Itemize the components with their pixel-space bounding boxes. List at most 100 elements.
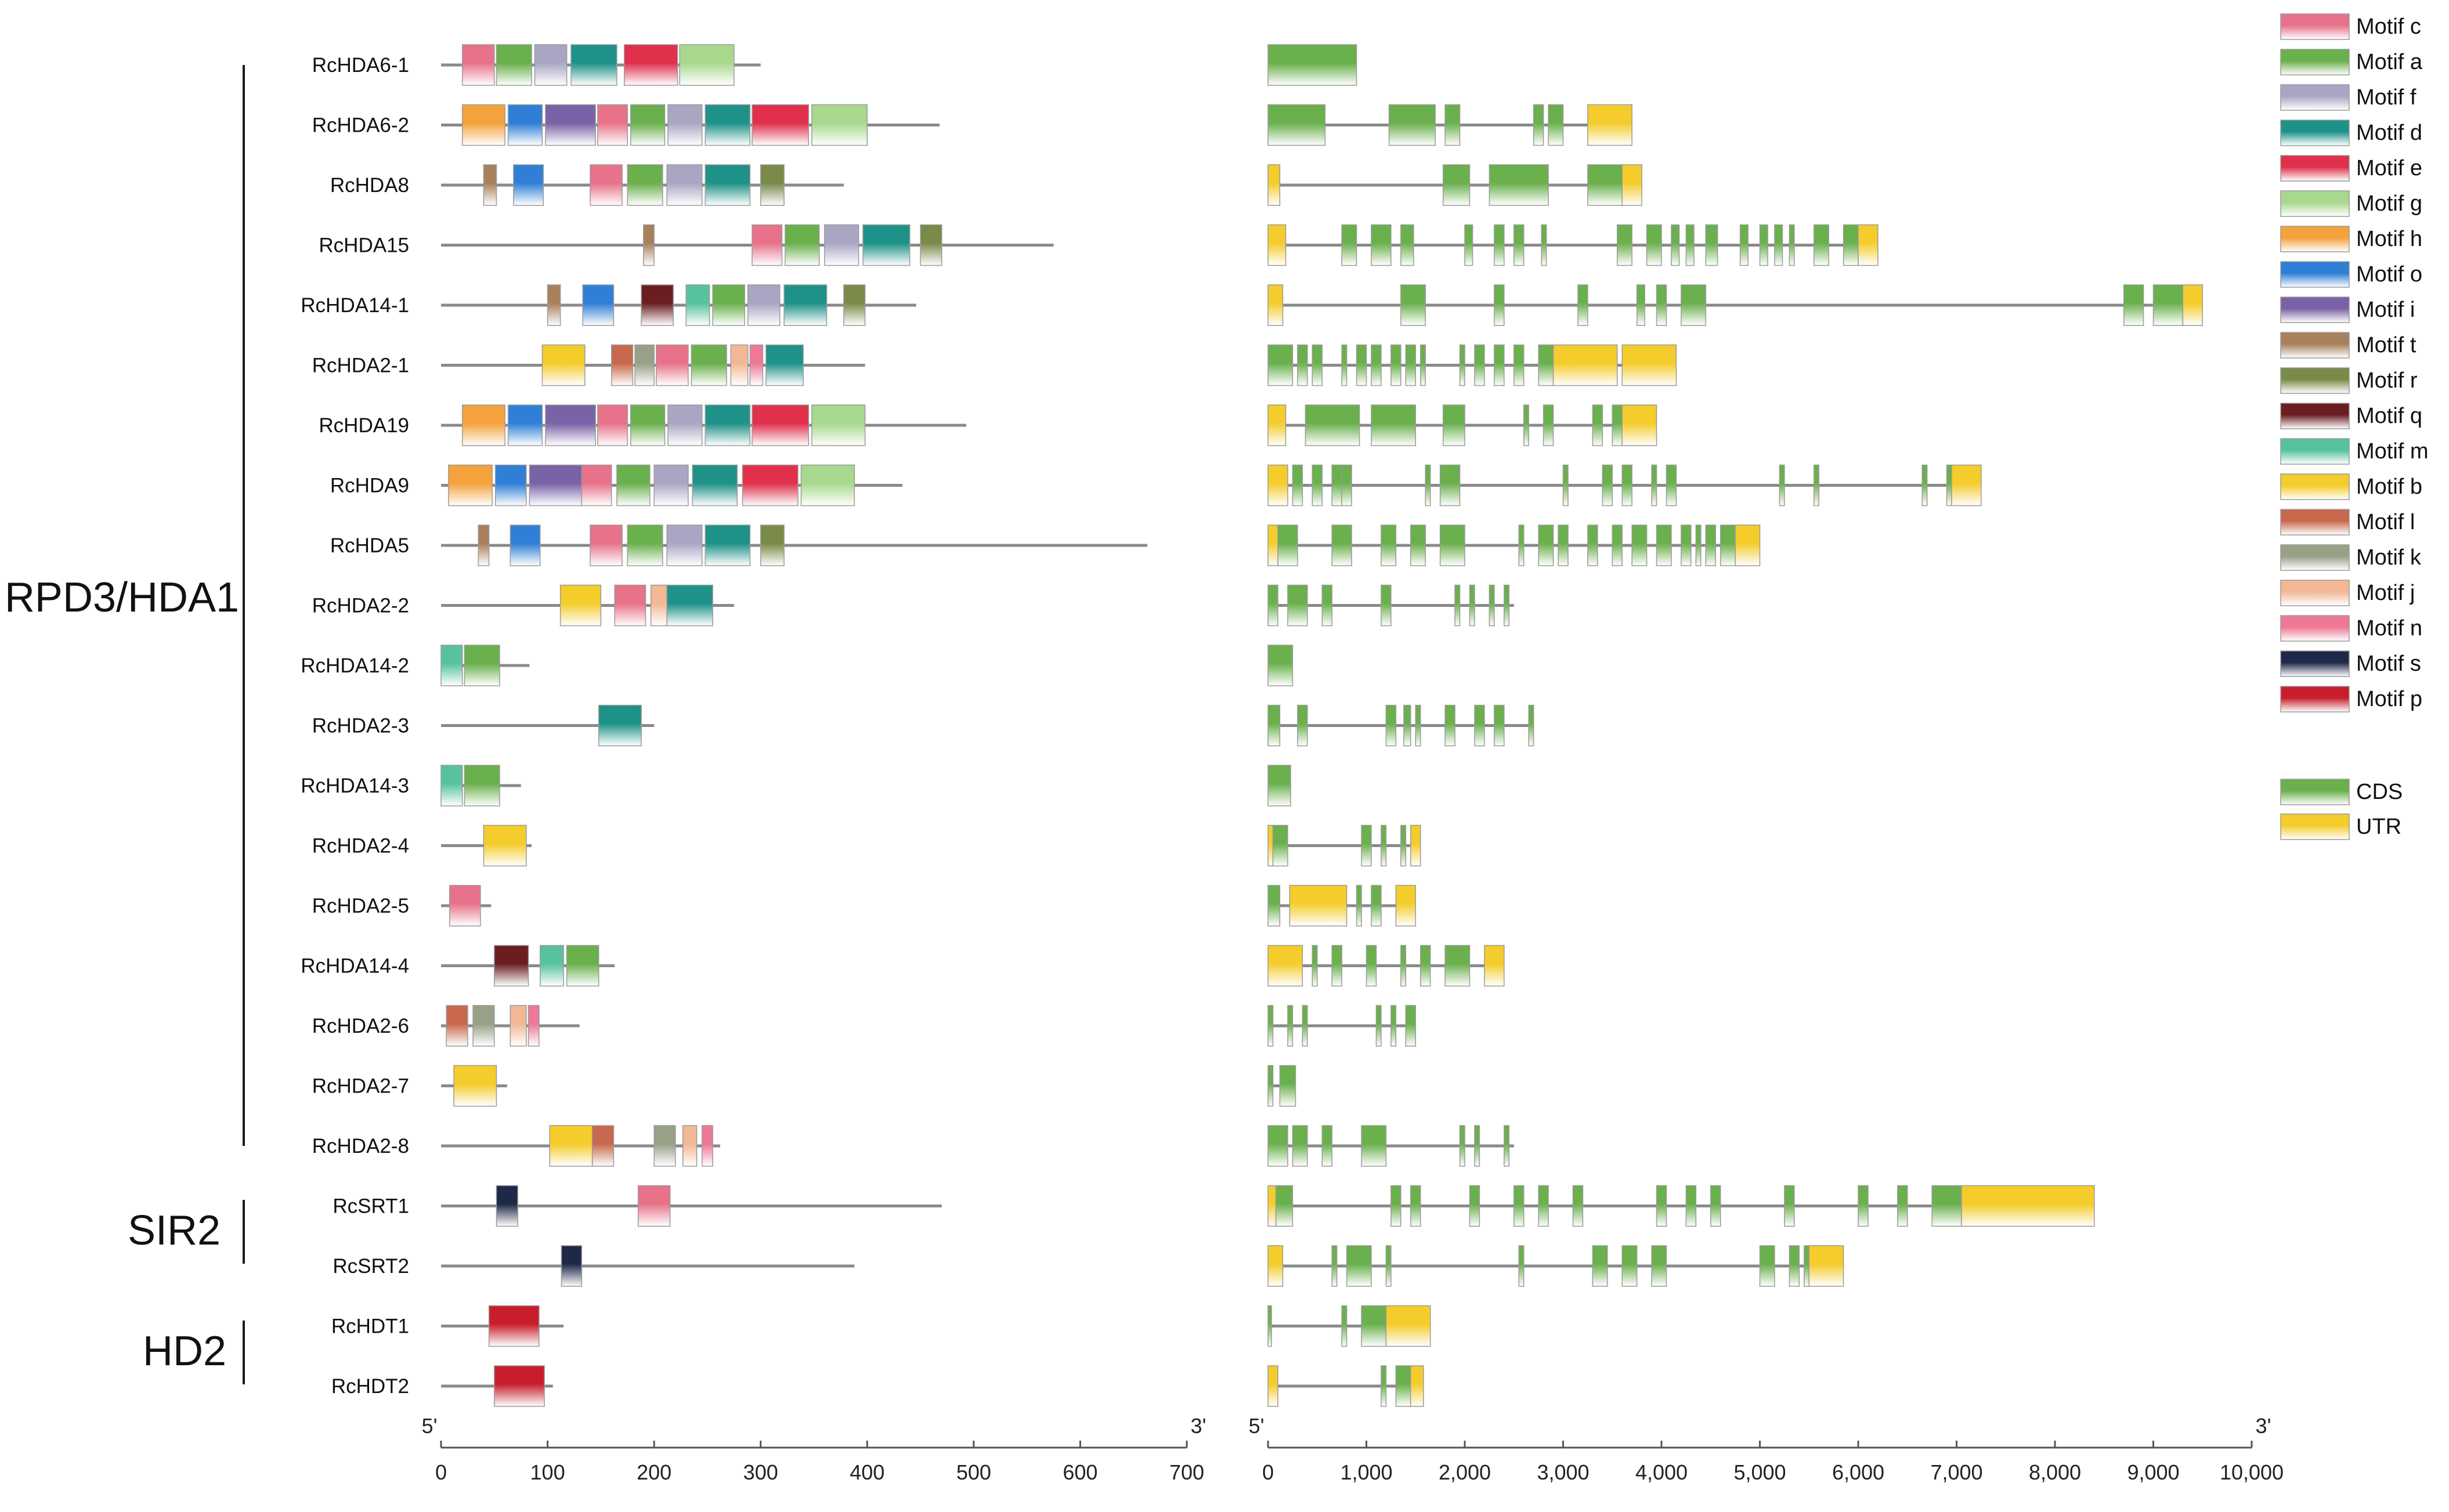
motif-d-box	[598, 704, 642, 747]
legend-swatch-motif-n	[2280, 615, 2350, 642]
motif-q-box	[494, 945, 529, 987]
motif-h-box	[448, 464, 493, 507]
cds-block	[1533, 104, 1544, 146]
motif-b-box	[559, 584, 602, 627]
cds-block	[1813, 224, 1829, 266]
utr-block	[1961, 1185, 2095, 1227]
cds-block	[1385, 704, 1397, 747]
cds-block	[1558, 525, 1569, 566]
cds-block	[1528, 704, 1534, 747]
motif-r-box	[760, 525, 785, 566]
cds-block	[1685, 224, 1695, 266]
cds-block	[1400, 284, 1426, 326]
legend-label-motif-c: Motif c	[2356, 15, 2421, 39]
structure-row	[1267, 344, 1677, 386]
motif-b-box	[549, 1125, 593, 1167]
motif-row: RcHDT2	[331, 1365, 553, 1407]
legend-swatch-motif-i	[2280, 296, 2350, 323]
utr-block	[1267, 1245, 1284, 1287]
structure-tick-label: 1,000	[1340, 1460, 1392, 1484]
motif-o-box	[510, 525, 541, 566]
legend-swatch-motif-c	[2280, 13, 2350, 40]
cds-block	[1523, 404, 1529, 446]
cds-block	[1592, 404, 1603, 446]
cds-block	[1267, 104, 1326, 146]
motif-d-box	[666, 584, 713, 627]
motif-row: RcHDA6-1	[312, 44, 761, 86]
motif-t-box	[547, 284, 561, 326]
cds-block	[1419, 945, 1431, 987]
motif-tick-label: 400	[850, 1460, 884, 1484]
motif-row: RcHDA5	[330, 525, 1148, 566]
motif-a-box	[627, 525, 663, 566]
structure-tick-label: 3,000	[1537, 1460, 1589, 1484]
cds-block	[1341, 224, 1357, 266]
cds-block	[1494, 224, 1505, 266]
motif-row: RcSRT1	[333, 1185, 942, 1227]
motif-s-box	[561, 1245, 583, 1287]
motif-r-box	[760, 164, 785, 206]
motif-o-box	[582, 284, 615, 326]
cds-block	[1858, 1185, 1869, 1227]
cds-block	[1514, 1185, 1525, 1227]
legend-label-motif-m: Motif m	[2356, 439, 2429, 464]
motif-d-box	[862, 224, 911, 266]
cds-block	[1419, 344, 1426, 386]
gene-label: RcHDA2-7	[312, 1075, 409, 1098]
cds-block	[1572, 1185, 1584, 1227]
motif-tick-label: 200	[637, 1460, 671, 1484]
group-annotations: RPD3/HDA1 SIR2 HD2	[5, 65, 245, 1384]
cds-block	[1439, 464, 1461, 507]
legend-swatch-motif-e	[2280, 155, 2350, 182]
cds-block	[1656, 525, 1672, 566]
motif-e-box	[742, 464, 799, 507]
legend-label-motif-d: Motif d	[2356, 121, 2422, 145]
utr-block	[1267, 1365, 1278, 1407]
motif-b-box	[453, 1065, 497, 1107]
utr-block	[1289, 885, 1348, 927]
utr-block	[1410, 824, 1421, 867]
cds-block	[1356, 885, 1362, 927]
motif-f-box	[534, 44, 568, 86]
motif-e-box	[752, 104, 810, 146]
cds-block	[1381, 525, 1397, 566]
cds-block	[1587, 164, 1623, 206]
cds-block	[1587, 525, 1598, 566]
legend-swatch-motif-s	[2280, 650, 2350, 677]
structure-row	[1267, 1245, 1844, 1287]
motif-c-box	[597, 404, 628, 446]
structure-row	[1267, 224, 1879, 266]
cds-block	[1489, 584, 1495, 627]
cds-block	[1267, 1065, 1274, 1107]
motif-r-box	[920, 224, 942, 266]
structure-row	[1267, 1365, 1424, 1407]
legend-label-motif-f: Motif f	[2356, 85, 2417, 110]
legend-label-motif-t: Motif t	[2356, 333, 2417, 357]
cds-block	[1602, 464, 1613, 507]
motif-three-prime-label: 3'	[1191, 1414, 1207, 1438]
structure-row	[1267, 44, 1357, 86]
structure-five-prime-label: 5'	[1249, 1414, 1265, 1438]
cds-block	[1390, 1005, 1397, 1047]
legend-swatch-motif-m	[2280, 438, 2350, 465]
cds-block	[1469, 584, 1475, 627]
cds-block	[1287, 584, 1308, 627]
legend-label-motif-g: Motif g	[2356, 191, 2422, 216]
motif-c-box	[656, 344, 689, 386]
motif-k-box	[634, 344, 655, 386]
gene-label: RcHDA14-1	[301, 294, 409, 317]
cds-block	[1494, 344, 1505, 386]
motif-i-box	[545, 104, 596, 146]
gene-label: RcHDA6-1	[312, 54, 409, 77]
motif-b-box	[541, 344, 586, 386]
cds-block	[1297, 704, 1308, 747]
structure-row	[1267, 584, 1514, 627]
cds-block	[1279, 1065, 1296, 1107]
structure-row	[1267, 104, 1632, 146]
gene-label: RcHDA9	[330, 475, 409, 497]
utr-block	[1552, 344, 1618, 386]
motif-h-box	[461, 404, 505, 446]
cds-block	[1459, 1125, 1465, 1167]
cds-block	[1405, 1005, 1417, 1047]
gene-label: RcSRT2	[333, 1255, 409, 1278]
